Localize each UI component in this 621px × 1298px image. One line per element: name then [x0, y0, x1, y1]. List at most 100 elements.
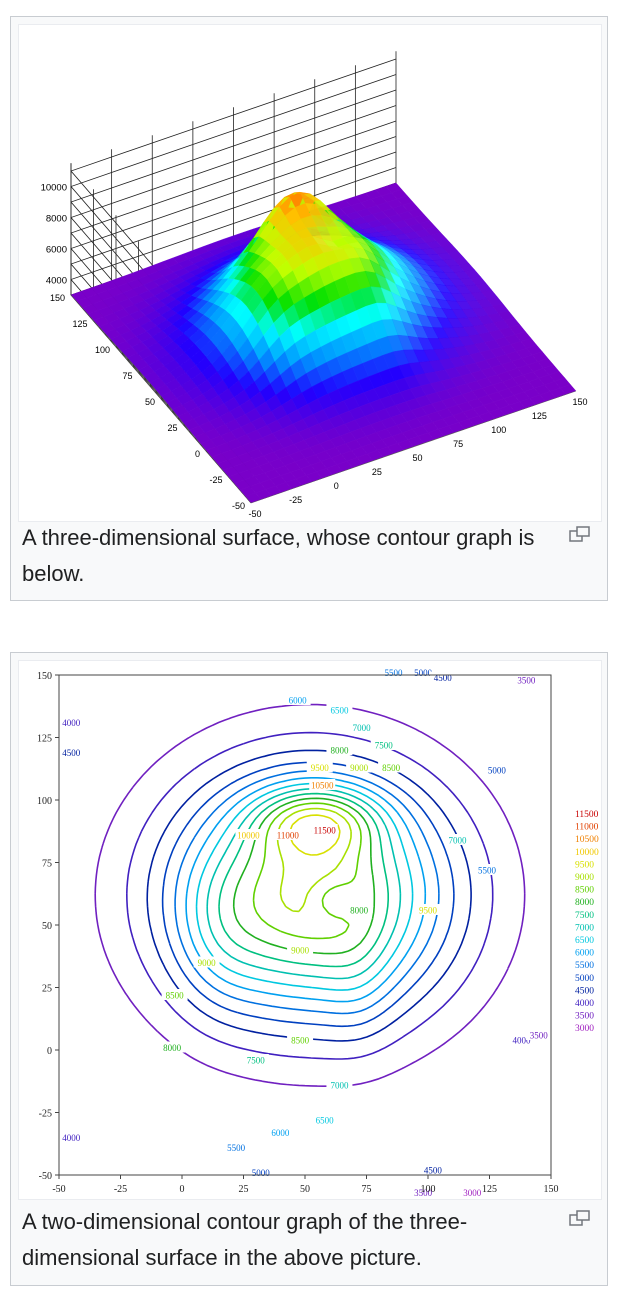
- contour-label-bg: [326, 704, 353, 715]
- contour-label: 10000: [237, 831, 260, 841]
- contour-label-bg: [311, 824, 338, 835]
- contour-label-bg: [415, 904, 441, 915]
- x-tick-label: -50: [52, 1184, 65, 1195]
- contour-label: 10500: [311, 781, 334, 791]
- contour-label-bg: [306, 761, 333, 773]
- x-tick-label: 150: [572, 397, 587, 407]
- z-tick-label: 8000: [46, 214, 67, 225]
- x-tick-label: 25: [239, 1184, 249, 1195]
- contour-label-bg: [235, 829, 262, 840]
- contour-label: 6000: [289, 696, 308, 706]
- x-tick-label: 50: [300, 1184, 310, 1195]
- contour-line-8500: [252, 802, 362, 940]
- z-tick-label: 10000: [41, 183, 67, 194]
- y-tick-label: 100: [37, 796, 52, 807]
- y-tick-label: 75: [122, 371, 132, 381]
- contour-label: 6500: [330, 706, 349, 716]
- contour-label: 5500: [478, 866, 497, 876]
- y-tick-label: 25: [167, 423, 177, 433]
- x-tick-label: 0: [180, 1184, 185, 1195]
- contour-label: 6500: [316, 1116, 335, 1126]
- contour-label: 8500: [166, 991, 185, 1001]
- x-tick-label: 75: [453, 439, 463, 449]
- y-tick-label: -50: [232, 501, 245, 511]
- contour-label-bg: [242, 1054, 269, 1065]
- surface-plot: 100008000600040001501251007550250-25-50-…: [41, 51, 588, 520]
- contour-line-4000: [126, 731, 494, 1060]
- contour-label: 8000: [350, 906, 369, 916]
- legend-entry: 8000: [575, 898, 594, 908]
- surface-skirt: [565, 390, 577, 395]
- legend-entry: 5000: [575, 974, 594, 984]
- contour-label: 9500: [419, 906, 438, 916]
- contour-label-bg: [474, 864, 501, 875]
- contour-label: 4500: [434, 673, 453, 683]
- legend-entry: 8500: [575, 886, 594, 896]
- contour-label: 5500: [385, 668, 404, 678]
- contour-line-6500: [195, 782, 414, 991]
- y-tick-label: 50: [42, 921, 52, 932]
- contour-label: 6000: [271, 1128, 290, 1138]
- contour-label-bg: [410, 666, 437, 678]
- figure-contour: 11500 11000 10500 10000 9500 9000 8500 8000 7500…: [10, 652, 608, 1286]
- contour-label-bg: [284, 694, 311, 705]
- y-tick-label: 125: [37, 734, 52, 745]
- y-tick-label: 50: [145, 397, 155, 407]
- contour-label-bg: [513, 674, 540, 685]
- x-tick-label: 0: [334, 481, 339, 491]
- contour-label: 8500: [291, 1036, 310, 1046]
- legend-entry: 5500: [575, 961, 594, 971]
- contour-axis-ticks: -50 -25 0 25 50 75 100 125 150 150 125 100 75 50 25 0 -2…: [37, 671, 559, 1195]
- contour-label-bg: [346, 761, 373, 773]
- contour-label-bg: [419, 1164, 446, 1175]
- contour-label-bg: [309, 779, 336, 790]
- contour-label: 8000: [330, 746, 349, 756]
- contour-label-bg: [348, 721, 375, 733]
- contour-line-7000: [206, 788, 402, 980]
- contour-label: 5000: [488, 766, 507, 776]
- surface-axis-ticks: 100008000600040001501251007550250-25-50-…: [41, 183, 588, 520]
- surface-plot-image[interactable]: 10000 8000 6000 4000 150 125 100 75 50 25 0 -25 -50-…: [18, 24, 602, 522]
- contour-label-bg: [346, 904, 373, 915]
- legend-entry: 9000: [575, 873, 594, 883]
- contour-label-bg: [161, 989, 188, 1000]
- contour-label-bg: [429, 671, 456, 683]
- contour-label-bg: [274, 829, 301, 840]
- legend-entry: 9500: [575, 860, 594, 870]
- contour-label-bg: [508, 1034, 535, 1045]
- x-tick-label: 100: [421, 1184, 436, 1195]
- contour-label: 7500: [375, 741, 394, 751]
- contour-label: 9000: [291, 946, 310, 956]
- surface-mesh: [70, 182, 577, 504]
- y-tick-label: 125: [72, 319, 87, 329]
- contour-label: 5000: [252, 1168, 271, 1178]
- contour-label-bg: [159, 1041, 186, 1053]
- enlarge-icon[interactable]: [569, 1210, 591, 1226]
- figure-caption: A three-dimensional surface, whose conto…: [22, 525, 535, 586]
- figure-caption: A two-dimensional contour graph of the t…: [22, 1209, 468, 1270]
- x-tick-label: -25: [114, 1184, 127, 1195]
- legend-entry: 3000: [575, 1024, 594, 1034]
- legend-entry: 10000: [575, 848, 599, 858]
- contour-label-bg: [326, 1079, 353, 1090]
- enlarge-icon[interactable]: [569, 526, 591, 542]
- contour-legend: 11500 11000 10500 10000 9500 9000 8500 8000 7500…: [575, 810, 599, 1034]
- contour-line-labels: 11500 11000 10500 10000 9500 9000 8500 8000 7500…: [58, 666, 552, 1198]
- contour-label: 7000: [353, 723, 372, 733]
- legend-entry: 6000: [575, 949, 594, 959]
- contour-label: 7000: [449, 836, 468, 846]
- contour-label: 8000: [163, 1043, 182, 1053]
- legend-entry: 11500: [575, 810, 599, 820]
- contour-label-bg: [370, 739, 397, 750]
- x-tick-label: -25: [289, 495, 302, 505]
- x-tick-label: 25: [372, 467, 382, 477]
- y-tick-label: 25: [42, 984, 52, 995]
- contour-line-9000: [276, 807, 352, 913]
- contour-line-9500: [289, 814, 341, 856]
- contour-plot-image[interactable]: 11500 11000 10500 10000 9500 9000 8500 8000 7500…: [18, 660, 602, 1200]
- contour-label-bg: [459, 1186, 486, 1198]
- contour-line-6000: [185, 777, 427, 1003]
- contour-line-5500: [174, 770, 440, 1015]
- z-tick-label: 6000: [46, 245, 67, 256]
